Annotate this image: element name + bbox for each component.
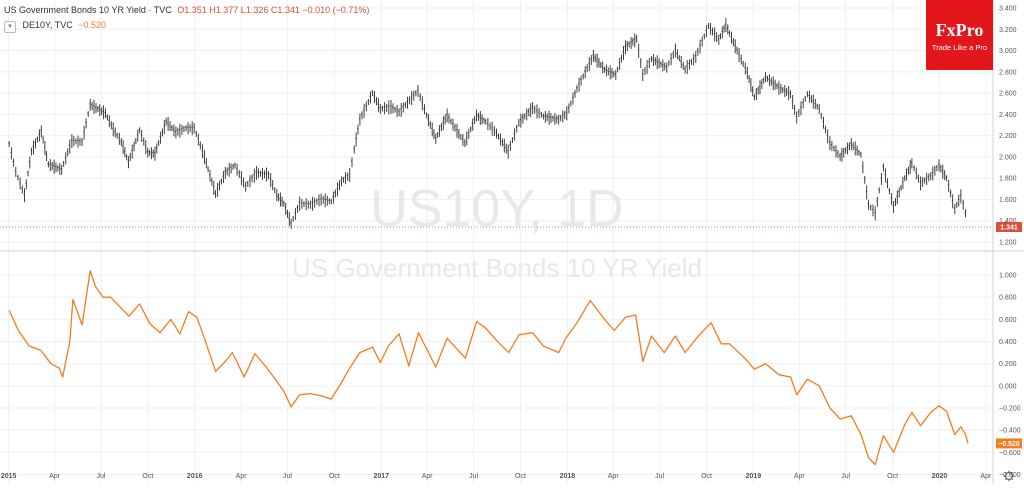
time-tick-label: Apr <box>49 473 61 480</box>
price-tick-label: 0.200 <box>999 361 1017 368</box>
us10y-series <box>8 18 966 229</box>
legend-ohlc: O1.351 H1.377 L1.326 C1.341 −0.010 (−0.7… <box>177 5 370 15</box>
logo-tagline: Trade Like a Pro <box>931 43 988 52</box>
price-tick-label: 2.800 <box>999 69 1017 76</box>
time-tick-label: Apr <box>236 473 248 480</box>
time-tick-label: Oct <box>887 473 898 480</box>
last-value-label: 1.341 <box>1000 225 1018 232</box>
price-tick-label: −0.200 <box>999 406 1021 413</box>
last-value-tag <box>996 222 1022 233</box>
time-tick-label: 2016 <box>187 473 203 480</box>
time-tick-label: Oct <box>515 473 526 480</box>
legend-main[interactable]: US Government Bonds 10 YR Yield · TVC O1… <box>4 5 369 15</box>
gear-icon[interactable] <box>1003 470 1015 482</box>
time-tick-label: Oct <box>142 473 153 480</box>
time-tick-label: Jul <box>96 473 105 480</box>
price-tick-label: 0.400 <box>999 339 1017 346</box>
gear-icon-tooth <box>1011 471 1014 474</box>
time-tick-label: Jul <box>469 473 478 480</box>
de10y-series <box>8 269 969 466</box>
price-tick-label: −0.400 <box>999 428 1021 435</box>
watermark-symbol: US10Y, 1D <box>370 180 623 238</box>
time-tick-label: Oct <box>701 473 712 480</box>
time-tick-label: 2015 <box>1 473 17 480</box>
time-tick-label: Apr <box>608 473 620 480</box>
time-tick-label: 2018 <box>560 473 576 480</box>
time-tick-label: Apr <box>794 473 806 480</box>
de10y-line <box>8 269 969 466</box>
gear-icon-tooth <box>1011 478 1014 481</box>
price-tick-label: 2.400 <box>999 112 1017 119</box>
price-tick-label: 3.200 <box>999 27 1017 34</box>
time-tick-label: Apr <box>980 473 992 480</box>
grid-layer <box>0 0 993 484</box>
price-tick-label: 0.800 <box>999 295 1017 302</box>
legend-sub[interactable]: ▾ DE10Y, TVC −0.520 <box>4 20 106 33</box>
price-tick-label: 3.000 <box>999 48 1017 55</box>
time-tick-label: Jul <box>841 473 850 480</box>
legend-main-title: US Government Bonds 10 YR Yield · TVC <box>4 5 172 15</box>
last-value-tag <box>996 438 1022 449</box>
time-tick-label: Oct <box>329 473 340 480</box>
price-tick-label: 1.800 <box>999 176 1017 183</box>
price-tick-label: 1.000 <box>999 273 1017 280</box>
legend-sub-value: −0.520 <box>78 20 107 30</box>
gear-icon-tooth <box>1004 471 1007 474</box>
price-tick-label: 0.000 <box>999 383 1017 390</box>
price-tick-label: 2.200 <box>999 133 1017 140</box>
chevron-icon[interactable]: ▾ <box>4 21 16 33</box>
price-tick-label: 1.600 <box>999 197 1017 204</box>
time-tick-label: 2019 <box>746 473 762 480</box>
time-tick-label: Apr <box>422 473 434 480</box>
legend-sub-label: DE10Y, TVC <box>22 20 73 30</box>
price-tick-label: −0.800 <box>999 472 1021 479</box>
price-tick-label: 3.400 <box>999 6 1017 13</box>
logo-name: FxPro <box>935 20 984 40</box>
fxpro-logo: FxPro Trade Like a Pro <box>926 0 993 70</box>
gear-icon-tooth <box>1004 478 1007 481</box>
last-value-tags: 1.341 −0.520 <box>0 222 1022 449</box>
price-tick-label: 2.600 <box>999 91 1017 98</box>
time-tick-label: 2020 <box>932 473 948 480</box>
price-tick-label: 1.400 <box>999 218 1017 225</box>
watermark-description: US Government Bonds 10 YR Yield <box>292 253 702 283</box>
price-tick-label: 1.200 <box>999 240 1017 247</box>
time-tick-label: Jul <box>655 473 664 480</box>
price-tick-label: 0.600 <box>999 317 1017 324</box>
time-axis[interactable]: 2015 Apr Jul Oct 2016 Apr Jul Oct 2017 Apr Jul Oct 2… <box>1 473 992 480</box>
price-tick-label: −0.600 <box>999 450 1021 457</box>
time-tick-label: Jul <box>283 473 292 480</box>
price-tick-label: 2.000 <box>999 154 1017 161</box>
price-axis[interactable]: 3.400 3.200 3.000 2.800 2.600 2.400 2.200 2.000… <box>992 0 1021 484</box>
last-value-label: −0.520 <box>998 441 1020 448</box>
time-tick-label: 2017 <box>374 473 390 480</box>
